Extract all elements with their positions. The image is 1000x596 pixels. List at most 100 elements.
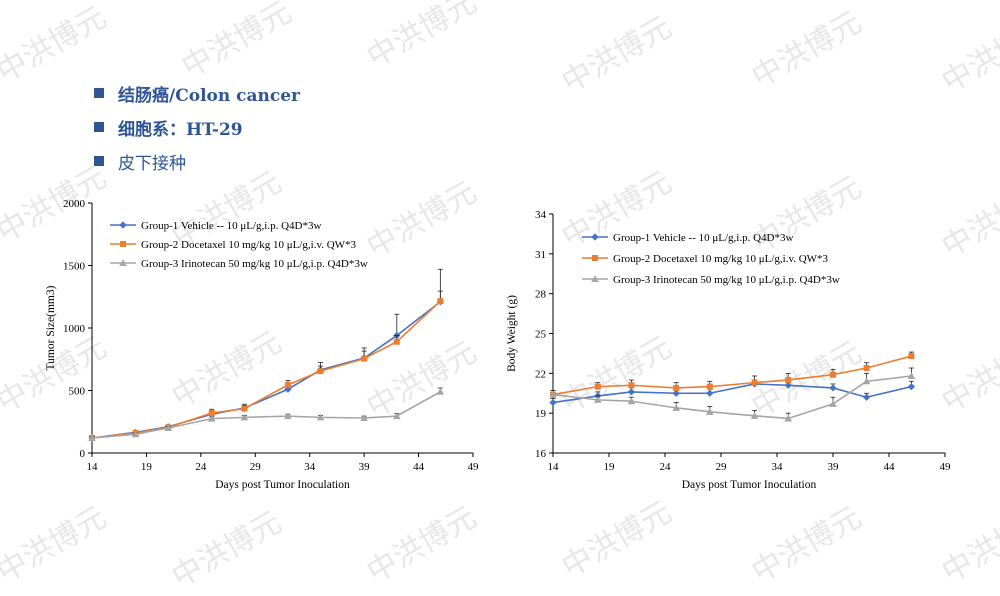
data-point <box>672 389 680 397</box>
legend-marker <box>119 221 127 229</box>
series-line <box>552 375 912 420</box>
data-point <box>317 368 324 375</box>
series-3 <box>88 387 445 441</box>
bullet-item-inoculation: 皮下接种 <box>94 144 300 178</box>
bullet-square-icon <box>94 122 104 132</box>
x-tick-label: 39 <box>359 461 371 473</box>
series-3 <box>549 367 916 422</box>
x-tick-label: 34 <box>772 461 784 473</box>
y-tick-label: 1000 <box>63 323 86 335</box>
data-point <box>673 384 680 391</box>
data-point <box>594 383 601 390</box>
x-tick-label: 49 <box>940 461 952 473</box>
bullet-item-cancer-type: 结肠癌/Colon cancer <box>94 76 300 110</box>
y-axis-title: Body Weight (g) <box>506 295 518 372</box>
data-point <box>829 400 837 407</box>
legend-label: Group-3 Irinotecan 50 mg/kg 10 μL/g,i.p.… <box>141 258 368 270</box>
data-point <box>863 365 870 372</box>
x-tick-label: 14 <box>87 461 99 473</box>
x-tick-label: 44 <box>884 461 896 473</box>
bullet-list: 结肠癌/Colon cancer 细胞系：HT-29 皮下接种 <box>94 76 300 178</box>
y-tick-label: 25 <box>535 329 547 341</box>
legend-marker <box>591 233 599 241</box>
y-tick-label: 22 <box>535 368 546 380</box>
data-point <box>627 397 636 405</box>
data-point <box>393 338 400 345</box>
data-point <box>164 424 172 431</box>
legend-item: Group-2 Docetaxel 10 mg/kg 10 μL/g,i.v. … <box>110 239 357 251</box>
legend-item: Group-1 Vehicle -- 10 μL/g,i.p. Q4D*3w <box>582 232 793 244</box>
bullet-text: 结肠癌/Colon cancer <box>118 85 301 106</box>
watermark-text: 中洪博元 <box>746 4 868 96</box>
data-point <box>88 434 96 441</box>
data-point <box>750 412 759 419</box>
legend-item: Group-3 Irinotecan 50 mg/kg 10 μL/g,i.p.… <box>582 274 840 286</box>
series-line <box>91 391 441 439</box>
watermark-text: 中洪博元 <box>361 499 483 591</box>
data-point <box>208 410 215 416</box>
y-tick-label: 0 <box>80 448 86 460</box>
watermark-text: 中洪博元 <box>556 9 678 101</box>
watermark-text: 中洪博元 <box>176 0 298 86</box>
y-tick-label: 1500 <box>63 261 86 273</box>
x-tick-label: 34 <box>304 461 316 473</box>
data-point <box>393 412 401 420</box>
y-tick-label: 2000 <box>63 198 86 210</box>
x-tick-label: 44 <box>413 461 425 473</box>
data-point <box>672 404 680 411</box>
data-point <box>908 353 915 360</box>
data-point <box>907 372 916 379</box>
series-line <box>91 300 441 439</box>
data-point <box>784 414 792 422</box>
data-point <box>751 379 758 386</box>
data-point <box>706 408 714 415</box>
bullet-item-cell-line: 细胞系：HT-29 <box>94 110 300 144</box>
series-2 <box>550 351 915 398</box>
data-point <box>907 383 915 391</box>
data-point <box>785 376 792 383</box>
legend-marker <box>592 255 598 261</box>
watermark-text: 中洪博元 <box>0 499 113 591</box>
data-point <box>360 414 368 421</box>
x-axis-title: Days post Tumor Inoculation <box>215 479 350 491</box>
y-tick-label: 31 <box>535 249 546 261</box>
data-point <box>829 384 837 392</box>
data-point <box>549 390 557 398</box>
y-axis-title: Tumor Size(mm3) <box>45 285 57 370</box>
watermark-text: 中洪博元 <box>361 0 483 76</box>
data-point <box>627 388 635 396</box>
body-weight-chart: 14 19 24 29 34 39 44 49 16 19 22 25 28 31 34 Days post … <box>506 209 952 491</box>
watermark-text: 中洪博元 <box>936 9 1000 101</box>
x-tick-label: 49 <box>468 461 480 473</box>
x-tick-label: 39 <box>828 461 840 473</box>
data-point <box>316 413 325 421</box>
data-point <box>549 398 557 407</box>
data-point <box>284 412 292 420</box>
legend-item: Group-3 Irinotecan 50 mg/kg 10 μL/g,i.p.… <box>110 258 368 270</box>
data-point <box>131 430 140 438</box>
legend-item: Group-2 Docetaxel 10 mg/kg 10 μL/g,i.v. … <box>582 253 829 265</box>
series-line <box>91 301 441 439</box>
series-2 <box>89 290 444 441</box>
x-tick-label: 19 <box>141 461 153 473</box>
series-line <box>552 355 912 396</box>
y-tick-label: 500 <box>69 386 86 398</box>
data-point <box>436 387 445 395</box>
legend-label: Group-2 Docetaxel 10 mg/kg 10 μL/g,i.v. … <box>141 239 357 251</box>
tumor-size-chart: 14 19 24 29 34 39 44 49 0 500 1000 1500 2000 Days pos… <box>45 198 480 491</box>
data-point <box>207 414 216 422</box>
data-point <box>862 377 871 385</box>
y-tick-label: 16 <box>535 448 547 460</box>
legend-item: Group-1 Vehicle -- 10 μL/g,i.p. Q4D*3w <box>110 220 321 232</box>
bullet-square-icon <box>94 156 104 166</box>
y-tick-label: 34 <box>535 209 547 221</box>
data-point <box>361 355 368 362</box>
x-tick-label: 14 <box>548 461 560 473</box>
data-point <box>830 371 836 378</box>
legend-label: Group-1 Vehicle -- 10 μL/g,i.p. Q4D*3w <box>613 232 793 244</box>
watermark-text: 中洪博元 <box>746 499 868 591</box>
data-point <box>863 393 871 401</box>
x-axis-title: Days post Tumor Inoculation <box>682 479 817 491</box>
data-point <box>241 405 248 412</box>
x-tick-label: 24 <box>195 461 207 473</box>
